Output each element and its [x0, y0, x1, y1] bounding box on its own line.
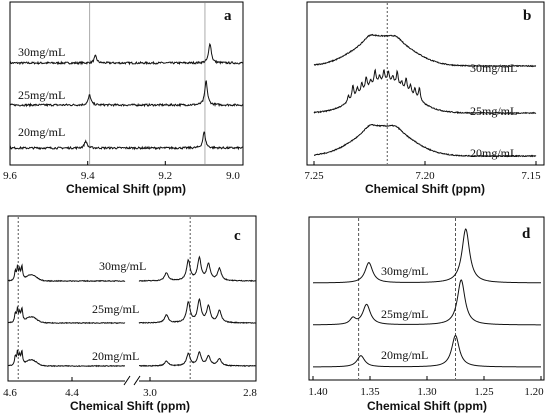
- panel-c-xlabel: Chemical Shift (ppm): [70, 399, 190, 413]
- panel-a: a 30mg/mL 25mg/mL 20mg/mL 9.6 9.4 9.2 9.…: [3, 1, 244, 196]
- panel-b-ticks: [313, 161, 537, 165]
- panel-a-xlabel: Chemical Shift (ppm): [66, 182, 186, 196]
- panel-d-label-30: 30mg/mL: [381, 264, 428, 278]
- panel-a-tick-label: 9.0: [226, 170, 240, 182]
- panel-c-axis-break-gap: [125, 376, 139, 386]
- panel-a-label-30: 30mg/mL: [18, 45, 65, 59]
- panel-b-trace: [313, 123, 537, 158]
- panel-a-tick-label: 9.2: [158, 170, 172, 182]
- panel-c-tick-label: 2.8: [243, 387, 257, 399]
- panel-b-tick-label: 7.25: [304, 170, 324, 182]
- panel-c-label-30: 30mg/mL: [99, 259, 146, 273]
- panel-c-ticks: [7, 377, 257, 381]
- panel-a-trace: [9, 80, 244, 108]
- panel-d: d 30mg/mL 25mg/mL 20mg/mL 1.40 1.35 1.30…: [308, 216, 545, 413]
- panel-b-label-25: 25mg/mL: [470, 104, 517, 118]
- panel-c-tick-label: 4.6: [3, 387, 17, 399]
- panel-a-ticks: [9, 161, 244, 165]
- panel-b-letter: b: [523, 8, 531, 24]
- panel-b-label-30: 30mg/mL: [470, 61, 517, 75]
- panel-b-frame: [306, 1, 545, 166]
- panel-d-letter: d: [522, 226, 531, 242]
- panel-a-tick-label: 9.4: [81, 170, 95, 182]
- panel-d-trace: [312, 279, 541, 326]
- panel-d-xlabel: Chemical Shift (ppm): [367, 399, 487, 413]
- panel-b-xlabel: Chemical Shift (ppm): [365, 182, 485, 196]
- panel-b-tick-label: 7.20: [415, 170, 435, 182]
- panel-a-label-25: 25mg/mL: [18, 88, 65, 102]
- panel-d-label-20: 20mg/mL: [381, 348, 428, 362]
- panel-c-trace-left: [7, 263, 126, 283]
- panel-a-label-20: 20mg/mL: [18, 125, 65, 139]
- panel-a-trace: [9, 131, 244, 151]
- panel-d-trace: [312, 228, 541, 284]
- panel-d-tick-label: 1.35: [360, 386, 380, 398]
- panel-d-tick-label: 1.20: [524, 386, 544, 398]
- panel-b-trace: [313, 68, 537, 115]
- panel-d-trace: [312, 334, 541, 368]
- panel-a-letter: a: [224, 8, 232, 24]
- panel-c-trace-right: [138, 297, 257, 324]
- panel-c-label-25: 25mg/mL: [92, 302, 139, 316]
- panel-c-axis-break-mark: [123, 375, 131, 386]
- panel-c-tick-label: 4.4: [65, 387, 79, 399]
- panel-c-letter: c: [234, 228, 241, 244]
- panel-c-trace-left: [7, 349, 126, 368]
- panel-c-trace-right: [138, 350, 257, 367]
- panel-b-trace: [313, 33, 537, 68]
- panel-c-axis-break-mark: [133, 375, 141, 386]
- panel-d-tick-label: 1.25: [474, 386, 494, 398]
- panel-c: c 30mg/mL 25mg/mL 20mg/mL 4.6 4.4 3.0 2.…: [3, 215, 257, 413]
- panel-a-tick-label: 9.6: [3, 170, 17, 182]
- panel-c-tick-label: 3.0: [143, 387, 157, 399]
- panel-c-trace-right: [138, 255, 257, 282]
- panel-c-trace-left: [7, 305, 126, 325]
- panel-a-trace: [9, 42, 244, 66]
- panel-d-ticks: [312, 376, 542, 380]
- panel-b-label-20: 20mg/mL: [470, 146, 517, 160]
- panel-c-label-20: 20mg/mL: [92, 349, 139, 363]
- panel-a-frame: [9, 1, 244, 166]
- panel-b-tick-label: 7.15: [521, 170, 541, 182]
- panel-b: b 30mg/mL 25mg/mL 20mg/mL 7.25 7.20 7.15…: [304, 1, 545, 196]
- panel-d-label-25: 25mg/mL: [381, 307, 428, 321]
- panel-d-tick-label: 1.40: [308, 386, 328, 398]
- panel-d-tick-label: 1.30: [417, 386, 437, 398]
